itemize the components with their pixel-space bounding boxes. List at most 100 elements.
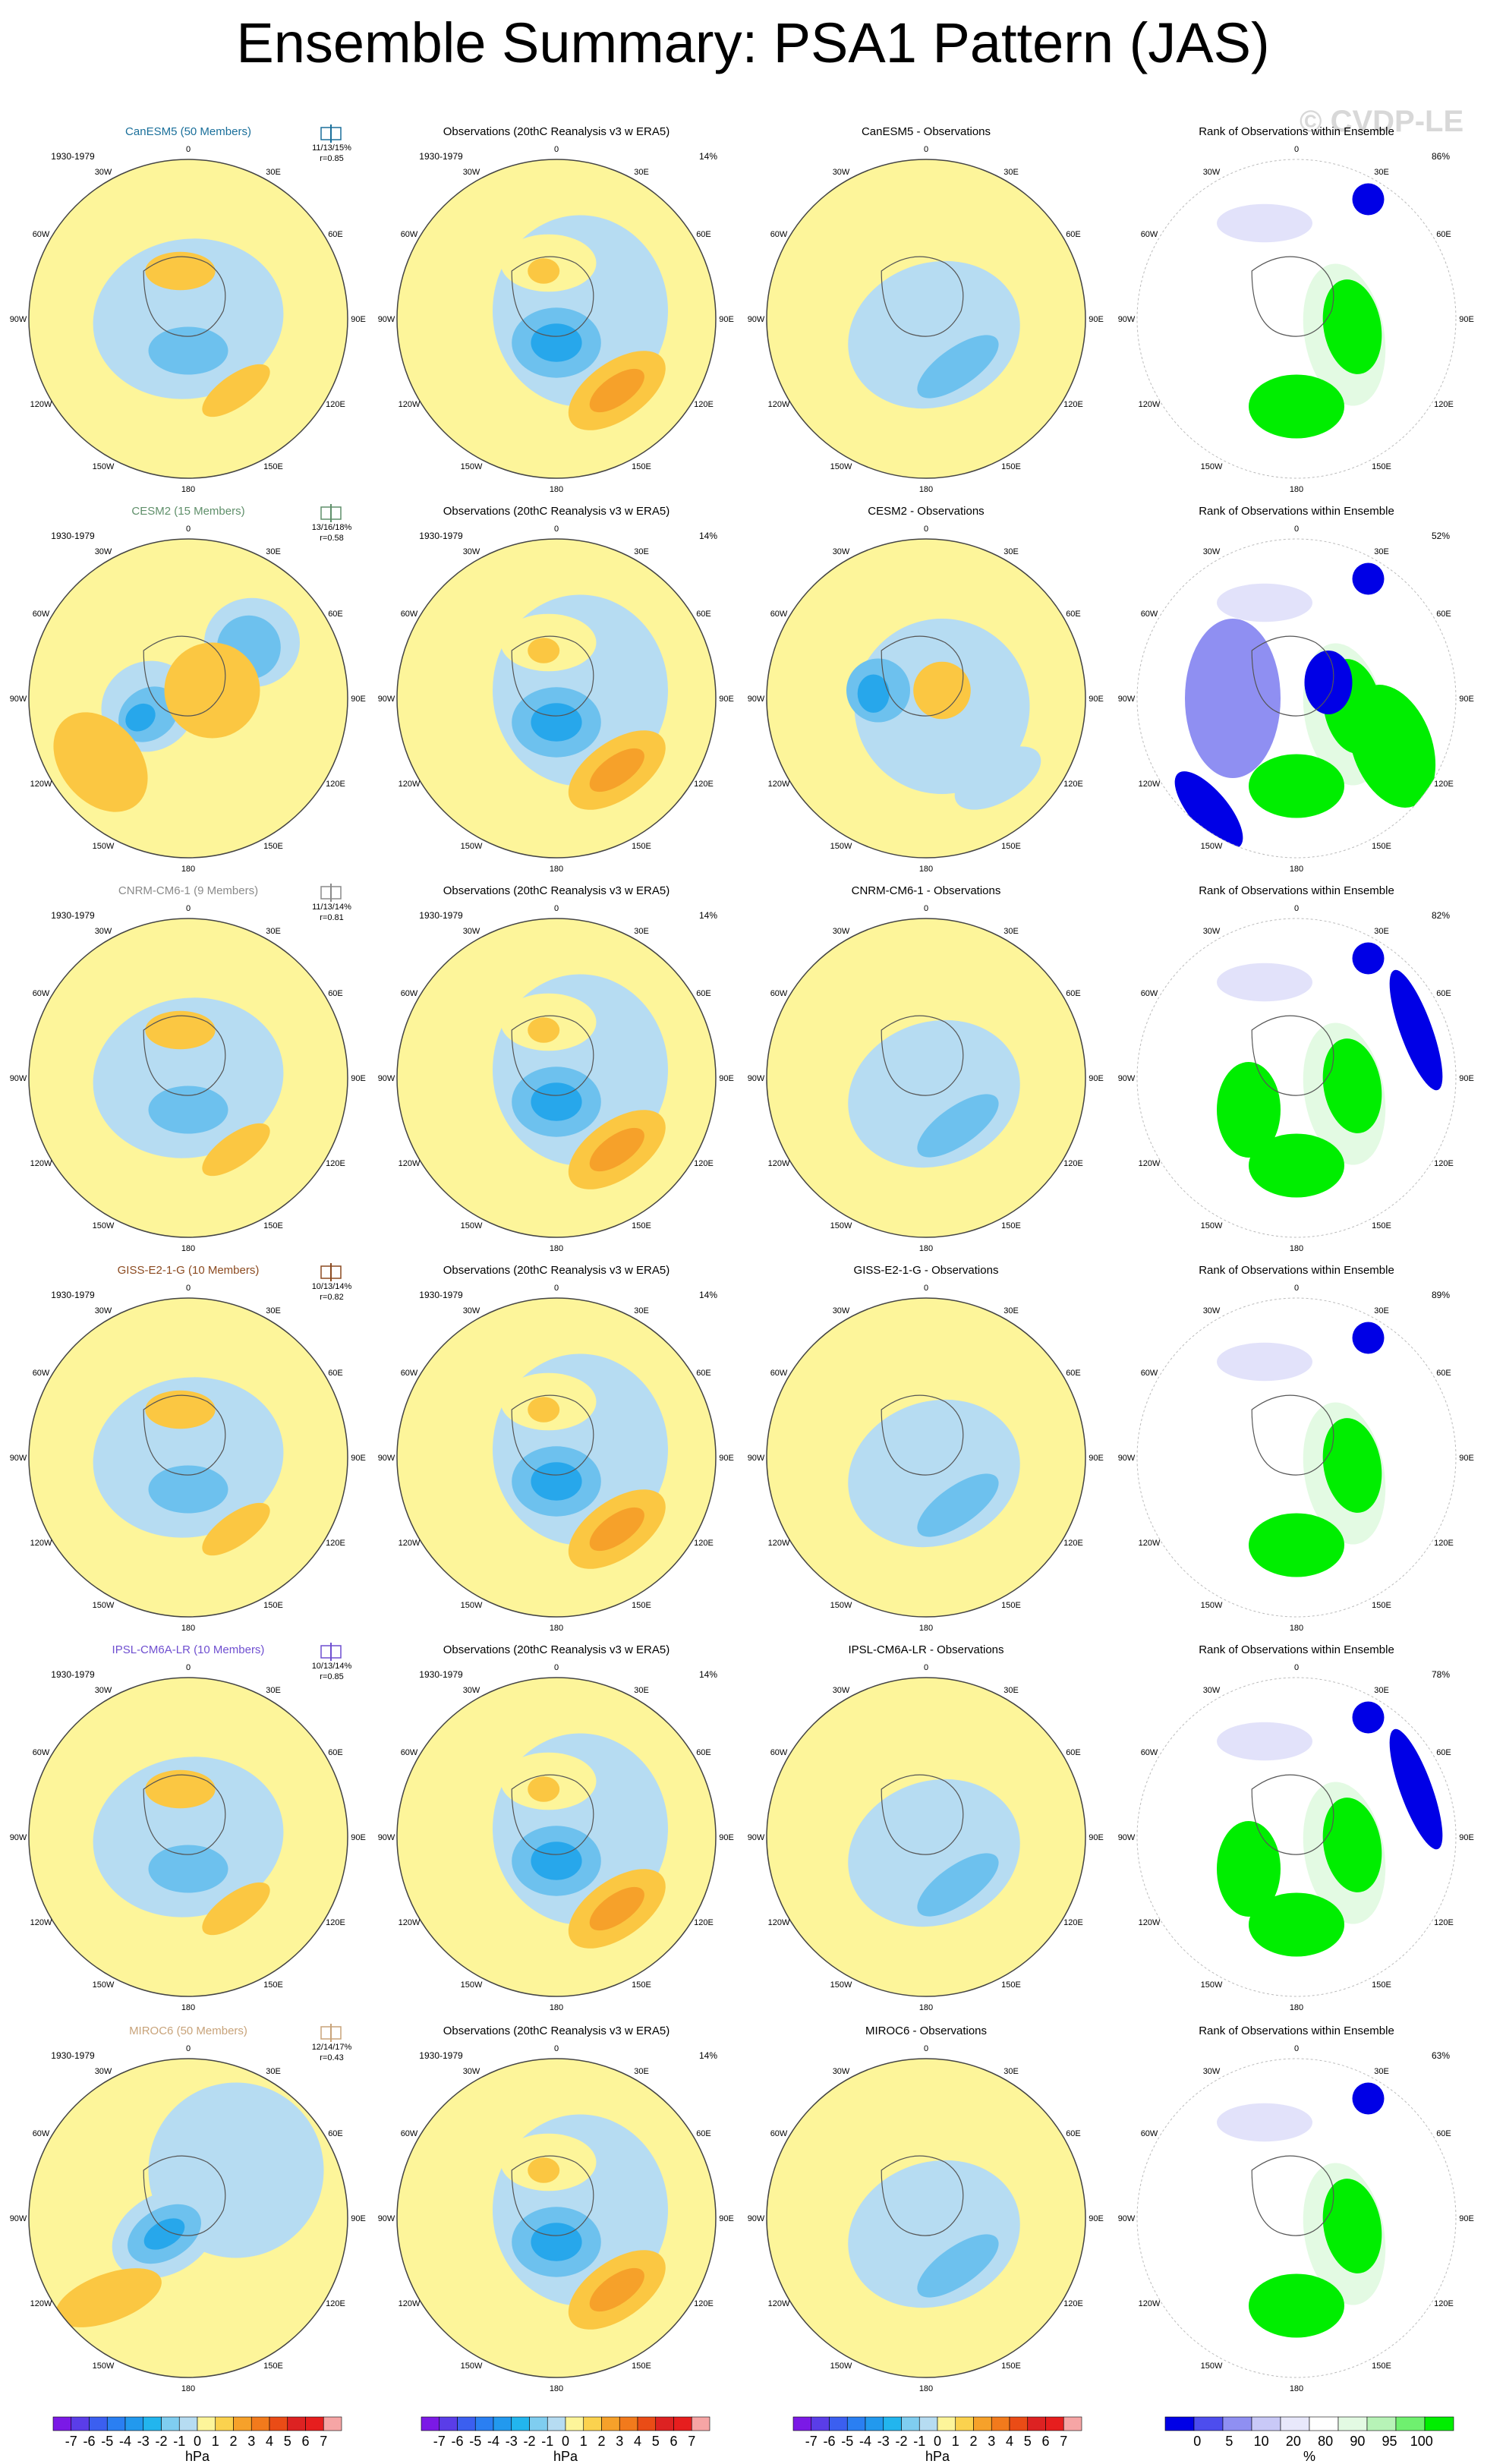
meridian-label: 180 xyxy=(550,865,563,874)
meridian-label: 30W xyxy=(833,2067,850,2076)
contour-region xyxy=(954,746,1041,810)
coastline xyxy=(1251,2155,1334,2236)
meridian-label: 90E xyxy=(1089,315,1104,324)
obs-pct: 14% xyxy=(699,1290,717,1300)
rank-region xyxy=(1249,374,1344,439)
meridian-label: 150W xyxy=(93,1221,115,1230)
meridian-label: 90E xyxy=(1459,2214,1474,2223)
meridian-label: 30E xyxy=(1374,1686,1389,1695)
meridian-label: 90E xyxy=(719,695,734,704)
meridian-label: 30E xyxy=(1003,547,1019,556)
meridian-label: 30E xyxy=(634,168,649,177)
map-border xyxy=(766,538,1086,859)
meridian-label: 0 xyxy=(1294,1663,1299,1672)
meridian-label: 90E xyxy=(719,1074,734,1083)
contour-region xyxy=(531,1462,582,1501)
map-19 xyxy=(1137,1678,1456,1996)
rank-region xyxy=(1322,1418,1382,1513)
coastline xyxy=(511,2155,594,2236)
colorbar-tick: 1 xyxy=(580,2434,588,2449)
meridian-label: 60E xyxy=(1066,230,1081,239)
obs-pct: 14% xyxy=(699,151,717,162)
map-border xyxy=(28,1677,348,1997)
colorbar-tick: 100 xyxy=(1410,2434,1433,2449)
meridian-label: 30W xyxy=(833,1306,850,1315)
pattern-corr: r=0.82 xyxy=(320,1293,344,1302)
period-label: 1930-1979 xyxy=(51,531,95,541)
meridian-label: 120W xyxy=(1139,400,1161,409)
coastline xyxy=(143,1394,226,1476)
colorbar-tick: 0 xyxy=(1193,2434,1201,2449)
rank-region xyxy=(1352,2082,1385,2115)
meridian-label: 0 xyxy=(186,2044,191,2053)
meridian-label: 150W xyxy=(93,842,115,851)
meridian-label: 120E xyxy=(1434,780,1454,789)
meridian-label: 150E xyxy=(632,1601,651,1610)
meridian-label: 0 xyxy=(924,145,928,154)
meridian-label: 150E xyxy=(632,1980,651,1990)
map-17 xyxy=(397,1678,716,1996)
meridian-label: 60E xyxy=(696,610,711,619)
meridian-label: 150E xyxy=(1372,1980,1391,1990)
colorbar-bin xyxy=(1009,2416,1029,2431)
meridian-label: 90E xyxy=(719,1833,734,1842)
meridian-label: 0 xyxy=(1294,145,1299,154)
contour-region xyxy=(528,258,560,284)
rank-region xyxy=(1217,2103,1312,2142)
period-label: 1930-1979 xyxy=(51,151,95,162)
contour-region xyxy=(531,1082,582,1121)
meridian-label: 150W xyxy=(93,2362,115,2371)
meridian-label: 150W xyxy=(1201,2362,1223,2371)
meridian-label: 150E xyxy=(632,842,651,851)
meridian-label: 60E xyxy=(696,1748,711,1757)
meridian-label: 0 xyxy=(186,145,191,154)
coastline xyxy=(1251,256,1334,337)
period-label: 1930-1979 xyxy=(419,2050,463,2061)
colorbar-tick: 80 xyxy=(1318,2434,1333,2449)
colorbar-bin xyxy=(529,2416,548,2431)
meridian-label: 0 xyxy=(554,1663,559,1672)
meridian-label: 120W xyxy=(1139,1539,1161,1548)
colorbar-bin xyxy=(439,2416,458,2431)
meridian-label: 30W xyxy=(463,547,480,556)
meridian-label: 30E xyxy=(266,1686,281,1695)
diff-title: MIROC6 - Observations xyxy=(865,2024,987,2037)
meridian-label: 90E xyxy=(351,695,366,704)
meridian-label: 30W xyxy=(833,1686,850,1695)
meridian-label: 120E xyxy=(1063,1539,1083,1548)
meridian-label: 30W xyxy=(95,2067,112,2076)
pattern-corr: r=0.58 xyxy=(320,534,344,543)
meridian-label: 180 xyxy=(550,1244,563,1253)
meridian-label: 60W xyxy=(33,230,50,239)
coastline xyxy=(881,1015,964,1096)
meridian-label: 90W xyxy=(748,315,765,324)
contour-region xyxy=(531,2223,582,2261)
meridian-label: 120W xyxy=(399,2299,421,2308)
figure-title: Ensemble Summary: PSA1 Pattern (JAS) xyxy=(236,11,1270,74)
rank-region xyxy=(1389,1728,1443,1850)
rank-region xyxy=(1352,1701,1385,1734)
meridian-label: 180 xyxy=(550,485,563,494)
meridian-label: 0 xyxy=(1294,904,1299,913)
map-border xyxy=(28,1297,348,1618)
meridian-label: 120E xyxy=(326,1539,345,1548)
meridian-label: 120W xyxy=(30,780,52,789)
colorbar-bin xyxy=(52,2416,72,2431)
meridian-label: 0 xyxy=(186,1663,191,1672)
period-label: 1930-1979 xyxy=(51,910,95,921)
meridian-label: 30W xyxy=(463,168,480,177)
colorbar-bin xyxy=(865,2416,884,2431)
rank-region xyxy=(1174,771,1243,849)
pattern-stats: 10/13/14% xyxy=(312,1282,352,1291)
meridian-label: 90W xyxy=(1118,1833,1136,1842)
map-border xyxy=(1136,1297,1457,1618)
colorbar-tick: -5 xyxy=(841,2434,853,2449)
obs-title: Observations (20thC Reanalysis v3 w ERA5… xyxy=(443,1643,670,1656)
meridian-label: 120W xyxy=(768,1539,790,1548)
meridian-label: 60W xyxy=(1141,230,1158,239)
rank-region xyxy=(1217,1722,1312,1761)
meridian-label: 30W xyxy=(463,2067,480,2076)
meridian-label: 120W xyxy=(30,1918,52,1927)
colorbar-bin xyxy=(565,2416,584,2431)
meridian-label: 120W xyxy=(768,1159,790,1168)
